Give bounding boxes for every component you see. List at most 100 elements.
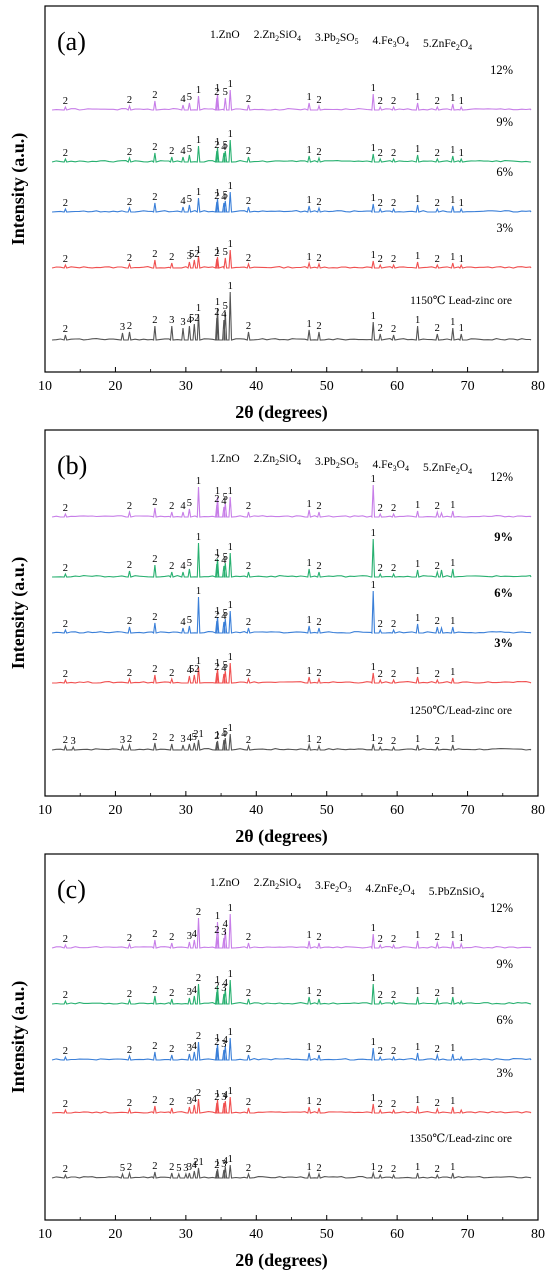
peak-label: 2 (378, 323, 383, 334)
peak-label: 1 (228, 1154, 233, 1165)
peak-label: 1 (228, 181, 233, 192)
x-tick-label: 10 (38, 803, 52, 818)
peak-label: 2 (246, 1044, 251, 1055)
peak-label: 3 (187, 1096, 192, 1107)
peak-label: 1 (371, 474, 376, 485)
x-tick-label: 20 (108, 803, 122, 818)
peak-label: 4 (180, 146, 186, 157)
peak-label: 1 (415, 986, 420, 997)
pattern-line (51, 913, 532, 950)
peak-label: 1 (415, 500, 420, 511)
peak-label: 1 (415, 559, 420, 570)
peak-label: 2 (152, 985, 157, 996)
peak-label: 3 (187, 251, 192, 262)
peak-label: 1 (415, 666, 420, 677)
peak-label: 2 (169, 1044, 174, 1055)
peak-label: 1 (371, 528, 376, 539)
series-label: 3% (494, 636, 513, 650)
peak-label: 2 (63, 1164, 68, 1175)
peak-label: 1 (450, 145, 455, 156)
peak-label: 1 (228, 486, 233, 497)
peak-label: 1 (306, 145, 311, 156)
peak-label: 2 (152, 1161, 157, 1172)
phase-legend: 1.ZnO 2.Zn2SiO4 3.Pb2SO5 4.Fe3O4 5.ZnFe2O4 (210, 453, 472, 476)
peak-label: 3 (221, 1039, 226, 1050)
peak-label: 2 (316, 95, 321, 106)
peak-label: 1 (306, 930, 311, 941)
peak-label: 3 (120, 735, 125, 746)
y-axis-label: Intensity (a.u.) (8, 981, 29, 1094)
peak-label: 2 (127, 1162, 132, 1173)
peak-label: 2 (378, 1164, 383, 1175)
peak-label: 3 (187, 987, 192, 998)
peak-label: 5 (187, 144, 192, 155)
peak-label: 2 (169, 501, 174, 512)
series-label: 9% (496, 957, 513, 971)
peak-label: 2 (391, 619, 396, 630)
peak-label: 5 (187, 194, 192, 205)
peak-label: 2 (169, 733, 174, 744)
peak-label: 5 (192, 732, 197, 743)
peak-label: 1 (228, 79, 233, 90)
peak-label: 2 (152, 249, 157, 260)
series-label: 12% (490, 470, 513, 484)
peak-label: 3 (221, 983, 226, 994)
peak-label: 2 (391, 254, 396, 265)
peak-label: 1 (450, 252, 455, 263)
peak-label: 1 (450, 667, 455, 678)
peak-label: 2 (63, 735, 68, 746)
peak-label: 2 (435, 254, 440, 265)
peak-label: 1 (215, 911, 220, 922)
peak-label: 2 (63, 148, 68, 159)
series-label: 1250℃/Lead-zinc ore (409, 705, 512, 717)
peak-label: 5 (187, 558, 192, 569)
peak-label: 2 (127, 1098, 132, 1109)
peak-label: 2 (127, 197, 132, 208)
peak-label: 2 (246, 561, 251, 572)
peak-label: 2 (127, 616, 132, 627)
peak-label: 2 (152, 315, 157, 326)
peak-label: 1 (196, 586, 201, 597)
peak-label: 1 (371, 1093, 376, 1104)
peak-label: 2 (152, 732, 157, 743)
peak-label: 1 (228, 1086, 233, 1097)
peak-label: 3 (187, 1162, 192, 1173)
peak-label: 2 (127, 734, 132, 745)
peak-label: 2 (378, 1099, 383, 1110)
peak-label: 2 (316, 561, 321, 572)
peak-label: 2 (391, 990, 396, 1001)
peak-label: 2 (214, 925, 219, 936)
xrd-panel-2: (b) 1.ZnO 2.Zn2SiO4 3.Pb2SO5 4.Fe3O4 5.ZnFe2O… (8, 429, 545, 847)
peak-label: 2 (127, 253, 132, 264)
peak-label: 1 (228, 969, 233, 980)
peak-label: 2 (378, 503, 383, 514)
peak-label: 2 (435, 198, 440, 209)
peak-label: 1 (450, 1096, 455, 1107)
peak-label: 1 (415, 251, 420, 262)
peak-label: 2 (391, 669, 396, 680)
x-tick-label: 50 (320, 1227, 334, 1242)
peak-label: 1 (415, 1095, 420, 1106)
peak-label: 2 (63, 324, 68, 335)
peak-label: 2 (169, 146, 174, 157)
peak-label: 4 (221, 496, 227, 507)
peak-label: 3 (221, 1092, 226, 1103)
peak-label: 2 (214, 494, 219, 505)
peak-label: 2 (169, 988, 174, 999)
x-tick-label: 10 (38, 379, 52, 394)
peak-label: 1 (228, 281, 233, 292)
peak-label: 3 (221, 927, 226, 938)
peak-label: 2 (246, 735, 251, 746)
peak-label: 2 (169, 1162, 174, 1173)
pattern-line (51, 1096, 532, 1115)
peak-label: 2 (316, 501, 321, 512)
x-tick-label: 70 (461, 379, 475, 394)
pattern-line (51, 89, 532, 112)
phase-legend: 1.ZnO 2.Zn2SiO4 3.Pb2SO5 4.Fe3O4 5.ZnFe2O4 (210, 29, 472, 52)
peak-label: 2 (214, 1160, 219, 1171)
peak-label: 2 (316, 1163, 321, 1174)
